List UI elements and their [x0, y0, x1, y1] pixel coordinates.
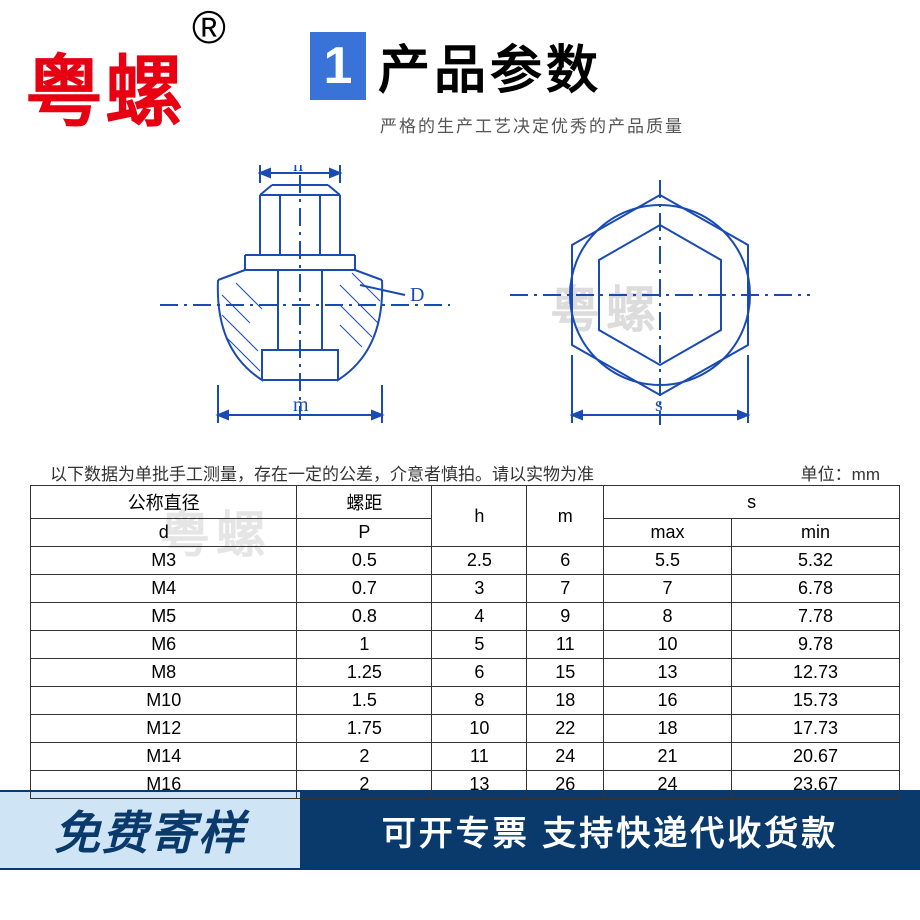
- cell-h: 6: [432, 659, 527, 687]
- cell-d: M16: [31, 771, 297, 799]
- cell-smin: 9.78: [731, 631, 899, 659]
- cell-d: M3: [31, 547, 297, 575]
- cell-smin: 15.73: [731, 687, 899, 715]
- cell-smin: 20.67: [731, 743, 899, 771]
- cell-smin: 23.67: [731, 771, 899, 799]
- cell-smax: 24: [604, 771, 732, 799]
- cell-m: 26: [527, 771, 604, 799]
- registered-mark: ®: [192, 0, 226, 54]
- cell-smax: 13: [604, 659, 732, 687]
- section-title: 1 产品参数: [310, 28, 602, 103]
- cell-smax: 16: [604, 687, 732, 715]
- cell-smax: 8: [604, 603, 732, 631]
- col-h-header: h: [432, 486, 527, 547]
- table-row: M30.52.565.55.32: [31, 547, 900, 575]
- section-subtitle: 严格的生产工艺决定优秀的产品质量: [380, 112, 684, 137]
- footer-right: 可开专票 支持快递代收货款: [300, 790, 920, 870]
- cell-h: 2.5: [432, 547, 527, 575]
- cell-h: 8: [432, 687, 527, 715]
- footer-left: 免费寄样: [0, 790, 300, 870]
- cell-p: 1.75: [297, 715, 432, 743]
- cell-m: 9: [527, 603, 604, 631]
- cell-smin: 6.78: [731, 575, 899, 603]
- dim-label-h: h: [293, 165, 303, 176]
- cell-d: M4: [31, 575, 297, 603]
- table-note: 以下数据为单批手工测量，存在一定的公差，介意者慎拍。请以实物为准 单位：mm: [50, 460, 880, 485]
- cell-p: 1.25: [297, 659, 432, 687]
- cell-smin: 7.78: [731, 603, 899, 631]
- col-smax-sub: max: [604, 519, 732, 547]
- dim-label-D: D: [410, 284, 424, 306]
- cell-m: 15: [527, 659, 604, 687]
- cell-h: 11: [432, 743, 527, 771]
- table-row: M40.73776.78: [31, 575, 900, 603]
- brand-logo: 粤螺: [25, 30, 185, 142]
- cell-d: M14: [31, 743, 297, 771]
- col-d-sub: d: [31, 519, 297, 547]
- cell-d: M6: [31, 631, 297, 659]
- cell-p: 0.7: [297, 575, 432, 603]
- cell-smax: 5.5: [604, 547, 732, 575]
- cell-h: 13: [432, 771, 527, 799]
- cell-p: 1.5: [297, 687, 432, 715]
- cell-smax: 21: [604, 743, 732, 771]
- cell-h: 5: [432, 631, 527, 659]
- table-row: M101.58181615.73: [31, 687, 900, 715]
- cell-m: 7: [527, 575, 604, 603]
- unit-text: 单位：mm: [801, 460, 880, 485]
- table-row: M61511109.78: [31, 631, 900, 659]
- col-p-header: 螺距: [297, 486, 432, 519]
- col-d-header: 公称直径: [31, 486, 297, 519]
- cell-h: 10: [432, 715, 527, 743]
- dim-label-m: m: [293, 394, 309, 416]
- cell-m: 18: [527, 687, 604, 715]
- cell-p: 2: [297, 743, 432, 771]
- cell-d: M8: [31, 659, 297, 687]
- cell-d: M5: [31, 603, 297, 631]
- col-smin-sub: min: [731, 519, 899, 547]
- cell-smax: 7: [604, 575, 732, 603]
- cell-m: 6: [527, 547, 604, 575]
- note-text: 以下数据为单批手工测量，存在一定的公差，介意者慎拍。请以实物为准: [50, 460, 594, 485]
- table-row: M121.7510221817.73: [31, 715, 900, 743]
- cell-p: 0.8: [297, 603, 432, 631]
- table-row: M50.84987.78: [31, 603, 900, 631]
- cell-m: 24: [527, 743, 604, 771]
- col-m-header: m: [527, 486, 604, 547]
- cell-m: 11: [527, 631, 604, 659]
- col-s-header: s: [604, 486, 900, 519]
- table-row: M14211242120.67: [31, 743, 900, 771]
- dim-label-s: s: [655, 394, 663, 416]
- cell-smax: 10: [604, 631, 732, 659]
- cell-d: M12: [31, 715, 297, 743]
- cell-h: 3: [432, 575, 527, 603]
- cell-d: M10: [31, 687, 297, 715]
- section-title-text: 产品参数: [378, 28, 602, 103]
- col-p-sub: P: [297, 519, 432, 547]
- cell-m: 22: [527, 715, 604, 743]
- section-number-badge: 1: [310, 32, 366, 100]
- cell-p: 0.5: [297, 547, 432, 575]
- cell-smin: 17.73: [731, 715, 899, 743]
- cell-p: 2: [297, 771, 432, 799]
- cell-p: 1: [297, 631, 432, 659]
- cell-smin: 12.73: [731, 659, 899, 687]
- footer-banner: 免费寄样 可开专票 支持快递代收货款: [0, 790, 920, 870]
- spec-table: 公称直径 螺距 h m s d P max min M30.52.565.55.…: [30, 485, 900, 799]
- cell-smax: 18: [604, 715, 732, 743]
- technical-diagram: h D m s: [0, 165, 920, 445]
- table-row: M16213262423.67: [31, 771, 900, 799]
- cell-smin: 5.32: [731, 547, 899, 575]
- cell-h: 4: [432, 603, 527, 631]
- table-row: M81.256151312.73: [31, 659, 900, 687]
